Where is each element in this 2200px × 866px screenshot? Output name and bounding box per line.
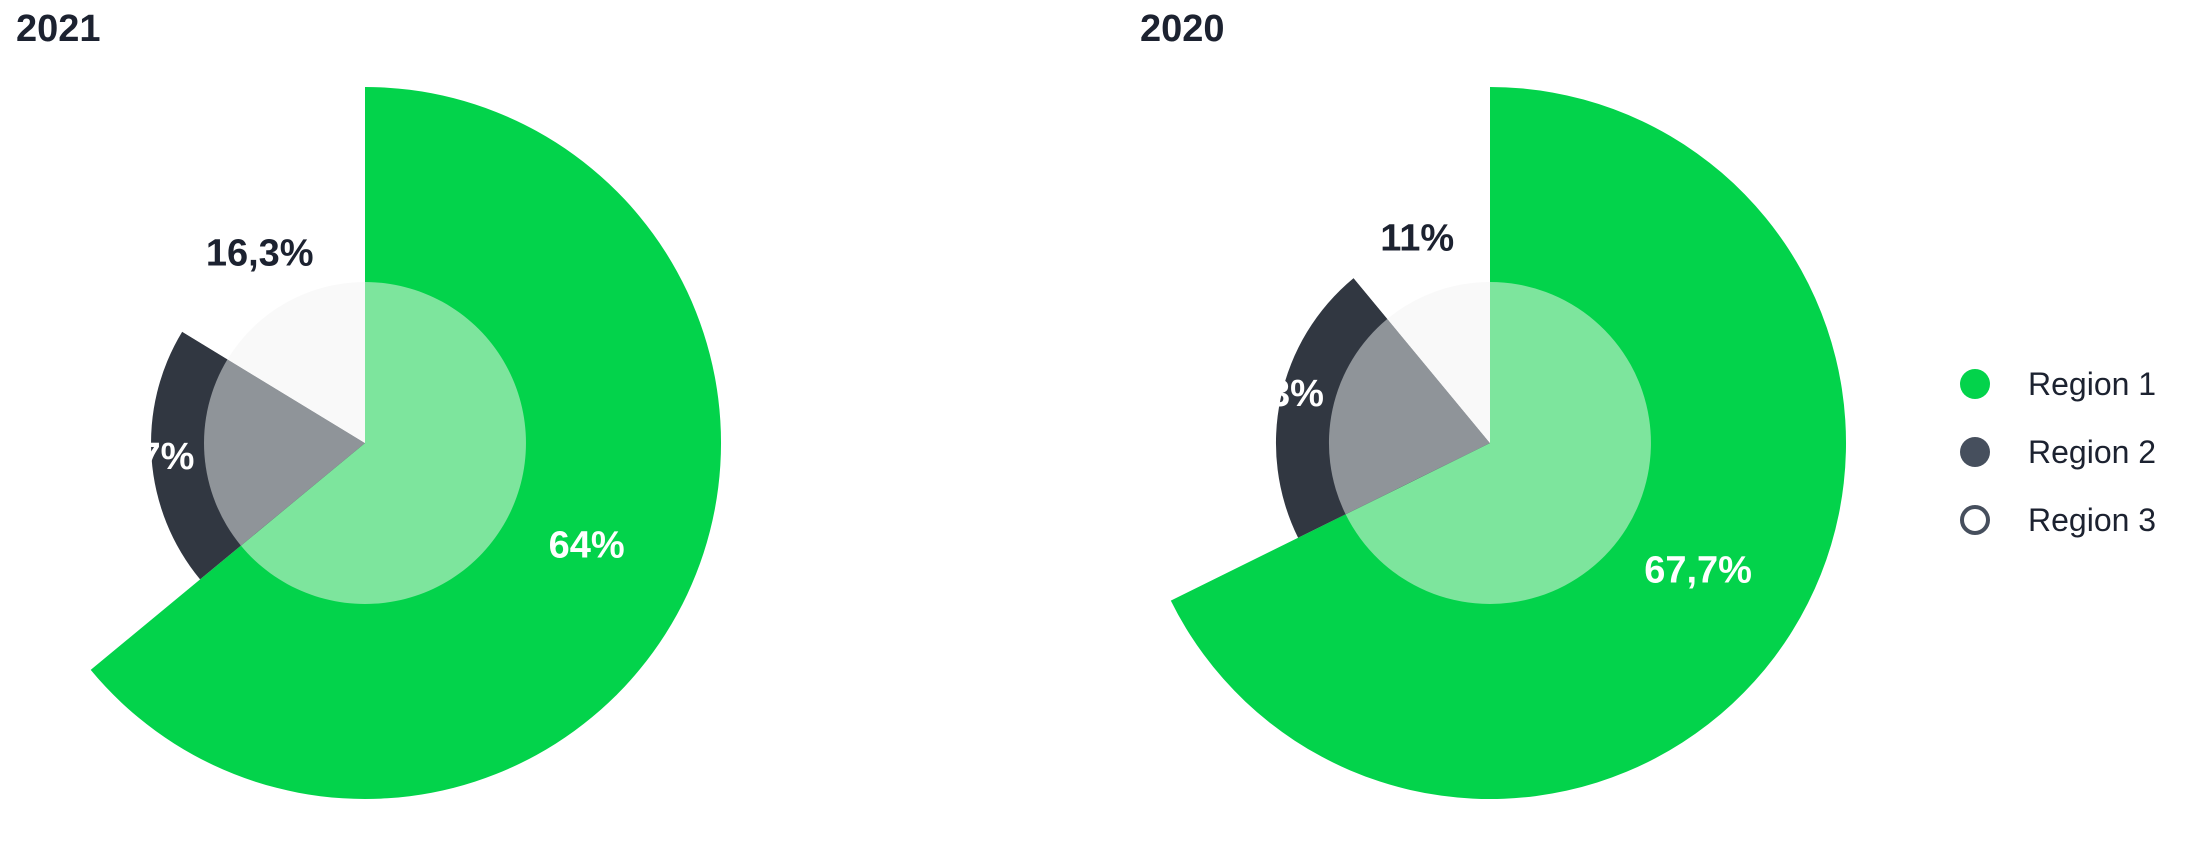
legend-swatch-region-2 bbox=[1960, 437, 1990, 467]
legend-label-region-1: Region 1 bbox=[2028, 365, 2157, 402]
legend-item-region-1: Region 1 bbox=[1960, 350, 2156, 418]
pie-chart-2020: 67,7% 21,3% 11% bbox=[1170, 87, 1847, 799]
legend: Region 1 Region 2 Region 3 bbox=[1960, 350, 2156, 554]
slice-label-region-3: 16,3% bbox=[206, 233, 314, 275]
slice-label-region-1: 64% bbox=[549, 524, 625, 566]
slice-inner-region-1 bbox=[240, 282, 526, 604]
legend-item-region-3: Region 3 bbox=[1960, 486, 2156, 554]
slice-inner-region-2 bbox=[1328, 318, 1490, 515]
legend-item-region-2: Region 2 bbox=[1960, 418, 2156, 486]
chart-title-2020: 2020 bbox=[1140, 8, 1225, 50]
slice-label-region-2: 21,3% bbox=[1216, 373, 1324, 415]
legend-label-region-3: Region 3 bbox=[2028, 501, 2157, 538]
legend-swatch-region-3 bbox=[1960, 505, 1990, 535]
slice-label-region-2: 19,7% bbox=[87, 436, 195, 478]
slice-label-region-3: 11% bbox=[1380, 218, 1454, 260]
pie-chart-2021: 64% 19,7% 16,3% bbox=[87, 87, 722, 799]
slice-label-region-1: 67,7% bbox=[1644, 549, 1752, 591]
slice-inner-region-2 bbox=[204, 359, 365, 546]
slice-inner-region-3 bbox=[1387, 282, 1490, 443]
legend-swatch-region-1 bbox=[1960, 369, 1990, 399]
chart-title-2021: 2021 bbox=[16, 8, 101, 50]
slice-inner-region-3 bbox=[227, 282, 365, 443]
legend-label-region-2: Region 2 bbox=[2028, 433, 2157, 470]
slice-inner-region-1 bbox=[1345, 282, 1651, 604]
